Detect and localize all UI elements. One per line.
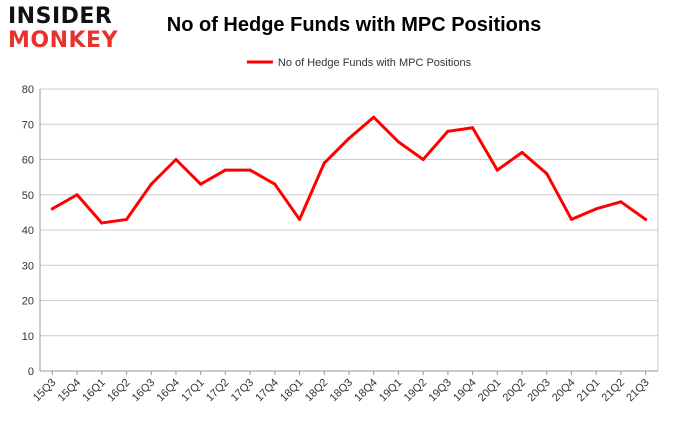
logo-line-1: INSIDER: [8, 4, 113, 29]
x-tick-label: 16Q3: [130, 377, 158, 405]
y-tick-label: 80: [22, 84, 34, 96]
data-point: [298, 217, 302, 221]
x-tick-label: 16Q2: [105, 377, 133, 405]
data-point: [520, 150, 524, 154]
data-point: [322, 161, 326, 165]
x-tick-label: 18Q4: [352, 377, 380, 405]
x-tick-label: 20Q3: [525, 377, 553, 405]
x-tick-label: 21Q1: [575, 377, 603, 405]
x-tick-label: 15Q4: [56, 377, 84, 405]
legend-label: No of Hedge Funds with MPC Positions: [278, 57, 472, 69]
x-tick-label: 16Q4: [155, 377, 183, 405]
data-point: [471, 126, 475, 130]
data-point: [495, 168, 499, 172]
x-tick-label: 21Q2: [600, 377, 628, 405]
x-tick-label: 18Q2: [303, 377, 331, 405]
x-tick-label: 16Q1: [80, 377, 108, 405]
data-point: [372, 115, 376, 119]
data-point: [446, 129, 450, 133]
x-tick-label: 18Q3: [328, 377, 356, 405]
data-point: [100, 221, 104, 225]
data-point: [594, 207, 598, 211]
x-tick-label: 20Q2: [501, 377, 529, 405]
data-point: [50, 207, 54, 211]
x-tick-label: 17Q3: [229, 377, 257, 405]
series-line-0: [50, 115, 648, 225]
x-tick-label: 17Q1: [179, 377, 207, 405]
x-tick-label: 19Q2: [402, 377, 430, 405]
x-tick-label: 17Q4: [253, 377, 281, 405]
x-tick-label: 20Q1: [476, 377, 504, 405]
x-tick-label: 19Q4: [451, 377, 479, 405]
y-tick-label: 0: [28, 366, 34, 378]
data-point: [396, 140, 400, 144]
chart-title: No of Hedge Funds with MPC Positions: [166, 14, 542, 36]
data-point: [149, 182, 153, 186]
logo-line-2: MONKEY: [8, 28, 119, 53]
x-tick-label: 15Q3: [31, 377, 59, 405]
x-tick-label: 21Q3: [624, 377, 652, 405]
data-point: [75, 193, 79, 197]
data-point: [347, 136, 351, 140]
data-point: [248, 168, 252, 172]
data-point: [223, 168, 227, 172]
data-point: [273, 182, 277, 186]
y-tick-label: 70: [22, 119, 34, 131]
y-tick-label: 50: [22, 190, 34, 202]
y-tick-label: 60: [22, 155, 34, 167]
y-tick-label: 40: [22, 225, 34, 237]
y-tick-label: 10: [22, 331, 34, 343]
insider-monkey-logo: INSIDER MONKEY: [8, 6, 126, 52]
x-tick-label: 18Q1: [278, 377, 306, 405]
data-point: [644, 217, 648, 221]
data-point: [174, 158, 178, 161]
x-tick-label: 20Q4: [550, 377, 578, 405]
data-point: [421, 158, 425, 161]
data-point: [569, 217, 573, 221]
data-point: [125, 217, 129, 221]
data-point: [619, 200, 623, 204]
data-point: [199, 182, 203, 186]
x-tick-label: 19Q1: [377, 377, 405, 405]
y-tick-label: 20: [22, 296, 34, 308]
x-tick-label: 17Q2: [204, 377, 232, 405]
x-tick-label: 19Q3: [426, 377, 454, 405]
data-point: [545, 172, 549, 176]
y-tick-label: 30: [22, 260, 34, 272]
